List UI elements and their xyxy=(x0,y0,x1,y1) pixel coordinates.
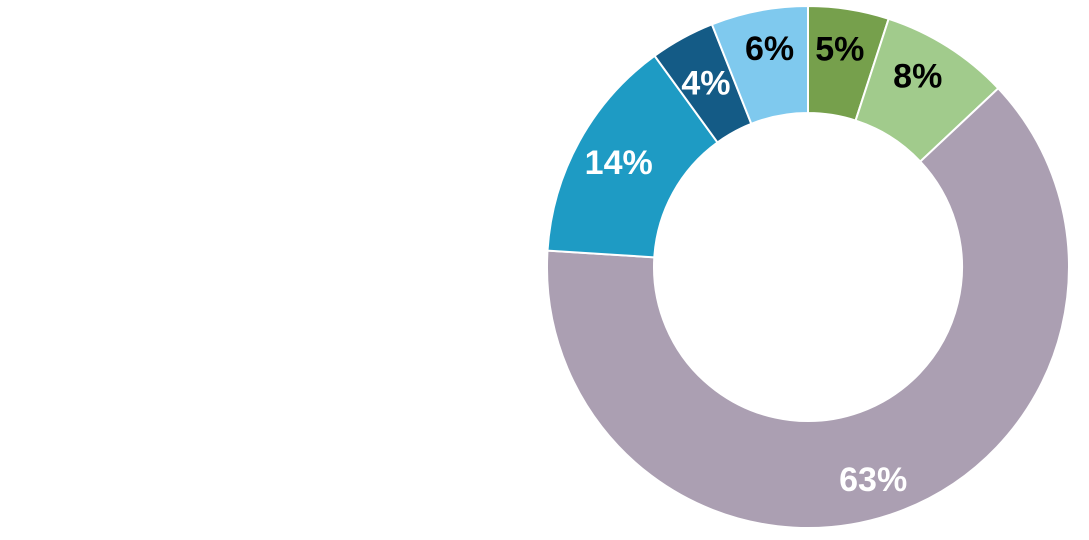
labels-layer: 5% 8% 63% 14% 4% 6% xyxy=(585,30,943,499)
slice-label: 4% xyxy=(681,65,730,103)
slice-label: 8% xyxy=(893,58,942,96)
donut-slice xyxy=(546,86,1070,529)
slices-layer xyxy=(546,4,1070,529)
slice-label: 63% xyxy=(839,461,907,499)
donut-slice xyxy=(710,4,809,126)
slice-label: 14% xyxy=(585,144,653,182)
slice-label: 5% xyxy=(815,31,864,69)
slice-label: 6% xyxy=(745,30,794,68)
